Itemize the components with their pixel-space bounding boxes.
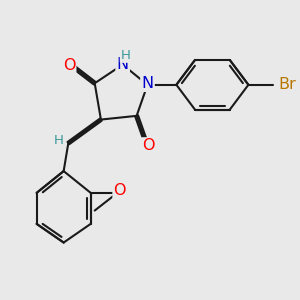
Text: Br: Br	[279, 77, 297, 92]
Text: O: O	[114, 183, 126, 198]
Text: N: N	[141, 76, 154, 91]
Text: O: O	[142, 139, 155, 154]
Text: N: N	[117, 57, 129, 72]
Text: H: H	[54, 134, 64, 147]
Text: O: O	[63, 58, 75, 73]
Text: H: H	[121, 49, 131, 62]
